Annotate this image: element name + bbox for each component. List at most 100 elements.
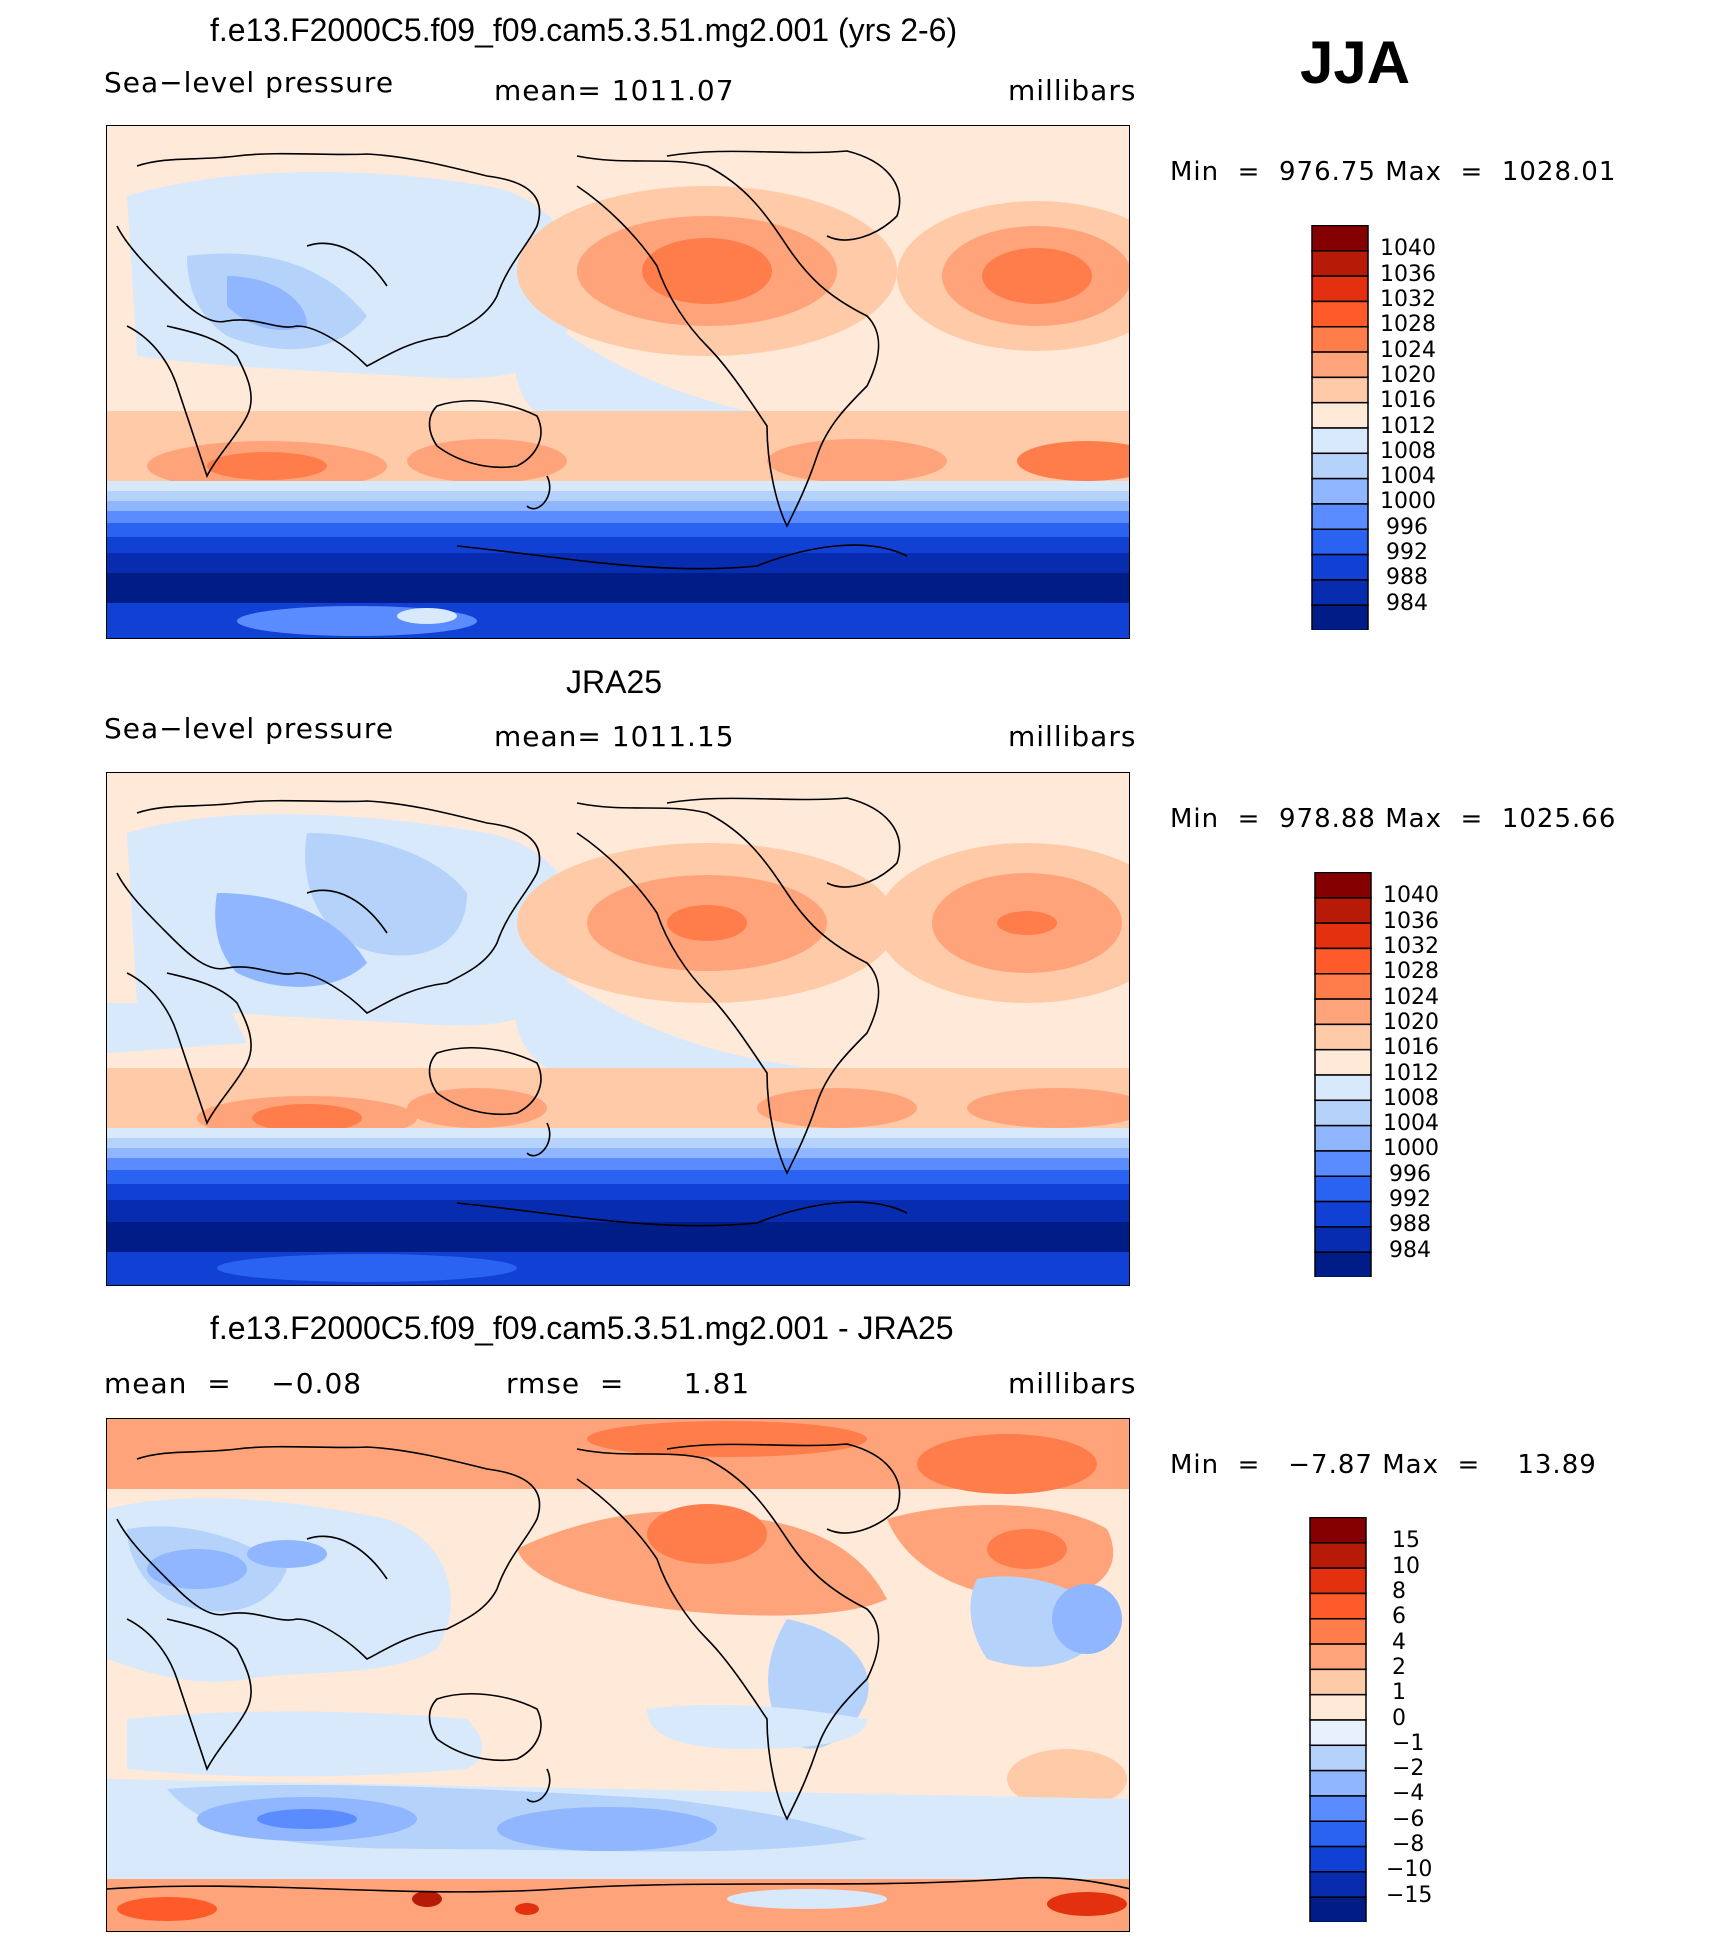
colorbar-swatch xyxy=(1311,351,1369,379)
colorbar-level-label: 4 xyxy=(1392,1629,1406,1655)
panel-3-colorbar-svg xyxy=(1309,1516,1367,1924)
panel-2-colorbar-labels: 1040 1036 1032 1028 1024 1020 1016 1012 1008 1004… xyxy=(1383,872,1483,1277)
colorbar-level-label: 1028 xyxy=(1383,959,1439,985)
colorbar-level-label: 1008 xyxy=(1380,438,1436,464)
colorbar-level-label: −1 xyxy=(1392,1730,1425,1756)
panel-3-min-value: −7.87 xyxy=(1288,1450,1373,1480)
panel-1-variable-label: Sea−level pressure xyxy=(104,66,395,99)
colorbar-swatch xyxy=(1311,553,1369,581)
panel-2-minmax: Min = 978.88 Max = 1025.66 xyxy=(1170,804,1617,834)
colorbar-swatch xyxy=(1314,998,1372,1026)
colorbar-level-label: 1000 xyxy=(1383,1136,1439,1162)
colorbar-level-label: 2 xyxy=(1392,1654,1406,1680)
colorbar-swatch xyxy=(1309,1719,1367,1747)
colorbar-level-label: 1032 xyxy=(1383,933,1439,959)
colorbar-swatch xyxy=(1309,1693,1367,1721)
colorbar-swatch xyxy=(1314,1251,1372,1279)
colorbar-swatch xyxy=(1311,528,1369,556)
colorbar-swatch xyxy=(1311,477,1369,505)
colorbar-swatch xyxy=(1309,1744,1367,1772)
colorbar-swatch xyxy=(1314,897,1372,924)
colorbar-swatch xyxy=(1309,1845,1367,1873)
colorbar-swatch xyxy=(1309,1618,1367,1645)
colorbar-swatch xyxy=(1311,604,1369,632)
colorbar-swatch xyxy=(1309,1643,1367,1671)
colorbar-swatch xyxy=(1311,250,1369,277)
panel-1-colorbar-svg xyxy=(1311,224,1369,632)
panel-2-map-svg xyxy=(107,773,1129,1285)
colorbar-level-label: 992 xyxy=(1386,540,1428,566)
colorbar-swatch xyxy=(1314,947,1372,975)
colorbar-level-label: 1012 xyxy=(1383,1060,1439,1086)
colorbar-level-label: 996 xyxy=(1389,1161,1431,1187)
panel-3-colorbar xyxy=(1309,1516,1367,1924)
panel-2-min-value: 978.88 xyxy=(1278,804,1376,834)
colorbar-level-label: 1012 xyxy=(1380,413,1436,439)
colorbar-level-label: −4 xyxy=(1392,1781,1425,1807)
panel-1-min-value: 976.75 xyxy=(1278,157,1376,187)
colorbar-level-label: 1020 xyxy=(1383,1009,1439,1035)
colorbar-level-label: 1004 xyxy=(1383,1111,1439,1137)
colorbar-swatch xyxy=(1311,427,1369,455)
colorbar-level-label: −6 xyxy=(1392,1806,1425,1832)
colorbar-swatch xyxy=(1309,1592,1367,1620)
panel-3-max-label: Max xyxy=(1382,1450,1439,1480)
panel-1-colorbar xyxy=(1311,224,1369,632)
colorbar-swatch xyxy=(1314,1124,1372,1152)
colorbar-level-label: 1040 xyxy=(1383,883,1439,909)
colorbar-level-label: 992 xyxy=(1389,1187,1431,1213)
colorbar-swatch xyxy=(1311,224,1369,252)
panel-2-title: JRA25 xyxy=(566,664,663,700)
panel-1-map-svg xyxy=(107,126,1129,638)
colorbar-swatch xyxy=(1314,1150,1372,1177)
panel-3-minmax: Min = −7.87 Max = 13.89 xyxy=(1170,1450,1597,1480)
panel-1-max-value: 1028.01 xyxy=(1501,157,1617,187)
colorbar-swatch xyxy=(1314,1074,1372,1102)
panel-2-map xyxy=(106,772,1130,1286)
colorbar-level-label: 1020 xyxy=(1380,362,1436,388)
colorbar-swatch xyxy=(1309,1567,1367,1595)
colorbar-level-label: 0 xyxy=(1392,1705,1406,1731)
colorbar-swatch xyxy=(1314,1048,1372,1076)
colorbar-swatch xyxy=(1309,1668,1367,1696)
panel-2-max-label: Max xyxy=(1385,804,1442,834)
panel-1-min-label: Min xyxy=(1170,157,1220,187)
colorbar-swatch xyxy=(1311,376,1369,404)
panel-1-title: f.e13.F2000C5.f09_f09.cam5.3.51.mg2.001 … xyxy=(210,12,958,48)
colorbar-swatch xyxy=(1314,1175,1372,1203)
colorbar-swatch xyxy=(1309,1795,1367,1822)
colorbar-swatch xyxy=(1314,1226,1372,1253)
panel-3-map-svg xyxy=(107,1419,1129,1931)
colorbar-swatch xyxy=(1309,1871,1367,1898)
colorbar-swatch xyxy=(1309,1820,1367,1848)
colorbar-level-label: 1032 xyxy=(1380,286,1436,312)
panel-3-colorbar-labels: 15 10 8 6 4 2 1 0 −1 −2 −4 −6 −8 −10 −15 xyxy=(1380,1517,1480,1922)
colorbar-level-label: 988 xyxy=(1386,565,1428,591)
colorbar-level-label: 988 xyxy=(1389,1212,1431,1238)
panel-1-colorbar-labels: 1040 1036 1032 1028 1024 1020 1016 1012 1008 1004… xyxy=(1380,225,1480,630)
panel-1-map xyxy=(106,125,1130,639)
colorbar-level-label: 8 xyxy=(1392,1578,1406,1604)
colorbar-level-label: −8 xyxy=(1392,1832,1425,1858)
colorbar-level-label: −15 xyxy=(1386,1882,1433,1908)
colorbar-level-label: 1036 xyxy=(1380,261,1436,287)
panel-2-mean-label: mean= 1011.15 xyxy=(494,720,735,753)
colorbar-level-label: 1016 xyxy=(1380,388,1436,414)
panel-3-title: f.e13.F2000C5.f09_f09.cam5.3.51.mg2.001 … xyxy=(210,1310,954,1346)
colorbar-level-label: 1024 xyxy=(1383,984,1439,1010)
colorbar-swatch xyxy=(1311,275,1369,303)
colorbar-level-label: 15 xyxy=(1392,1528,1420,1554)
panel-3-map xyxy=(106,1418,1130,1932)
panel-2-max-value: 1025.66 xyxy=(1501,804,1617,834)
colorbar-level-label: 1024 xyxy=(1380,337,1436,363)
colorbar-level-label: 10 xyxy=(1392,1553,1420,1579)
panel-3-units: millibars xyxy=(1008,1367,1137,1400)
season-label: JJA xyxy=(1300,29,1411,96)
colorbar-level-label: 1 xyxy=(1392,1680,1406,1706)
colorbar-level-label: −10 xyxy=(1386,1857,1433,1883)
panel-2-colorbar xyxy=(1314,871,1372,1279)
panel-3-mean-label: mean = −0.08 xyxy=(104,1367,363,1400)
colorbar-swatch xyxy=(1314,1023,1372,1051)
colorbar-level-label: 984 xyxy=(1389,1237,1431,1263)
colorbar-swatch xyxy=(1314,922,1372,950)
